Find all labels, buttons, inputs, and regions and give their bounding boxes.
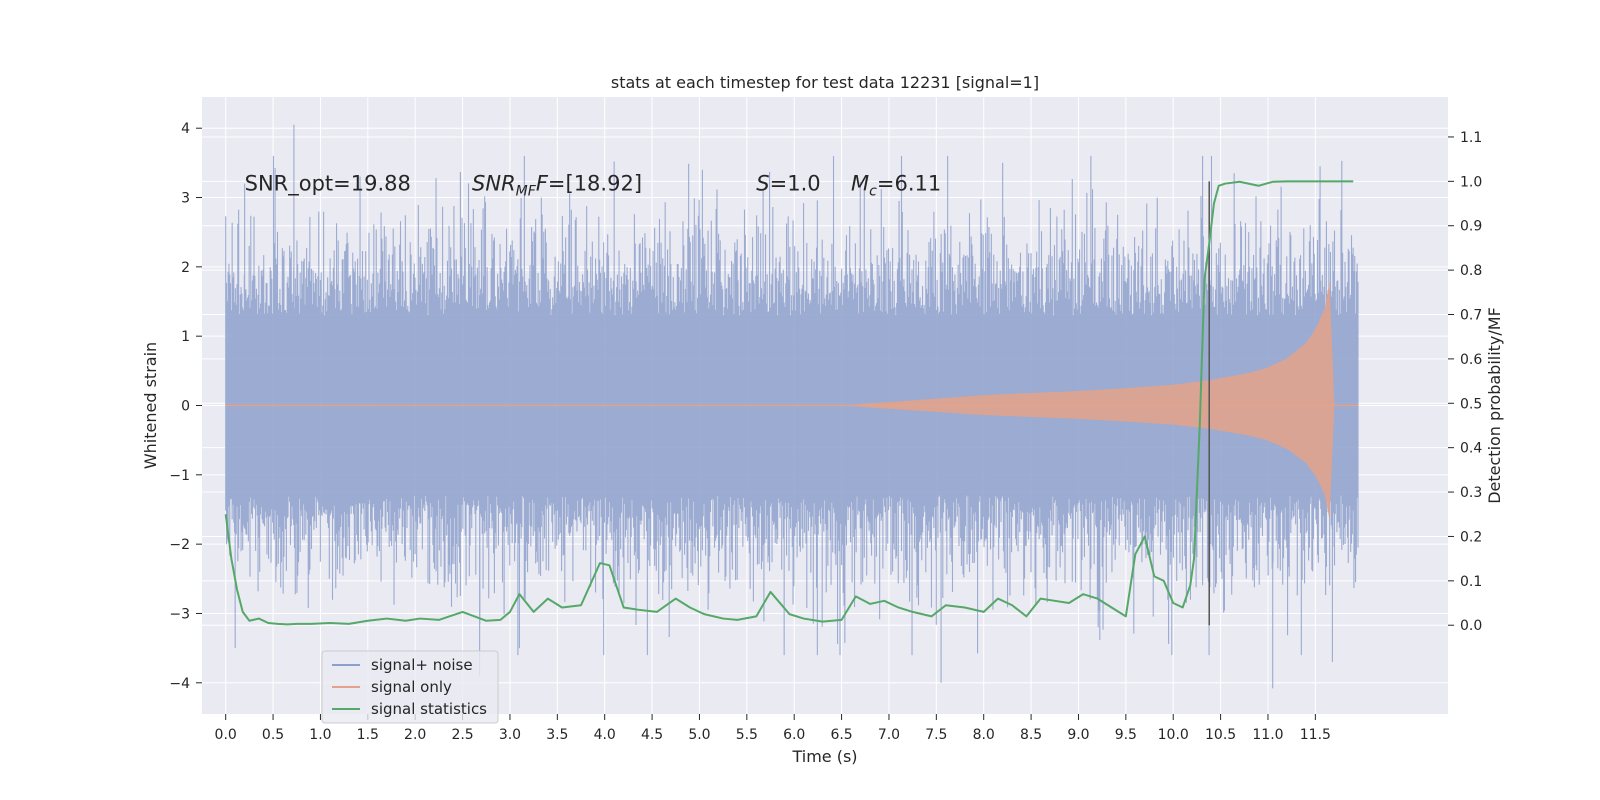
x-tick-label: 11.5 <box>1300 727 1331 743</box>
x-tick-label: 4.0 <box>594 727 616 743</box>
y2-tick-label: 0.6 <box>1460 352 1482 368</box>
x-tick-label: 1.5 <box>357 727 379 743</box>
x-tick-label: 8.0 <box>973 727 995 743</box>
y2-axis-label: Detection probability/MF <box>1485 307 1504 504</box>
legend-label-signal-statistics: signal statistics <box>371 700 487 718</box>
x-tick-label: 9.0 <box>1067 727 1089 743</box>
y2-tick-label: 1.1 <box>1460 130 1482 146</box>
axis-ticks: 0.0 0.5 1.0 1.5 2.0 2.5 3.0 3.5 4.0 4.5 5.0 5.5 6.0 6… <box>169 121 1482 743</box>
y-tick-label: −1 <box>169 468 190 484</box>
x-tick-label: 5.5 <box>736 727 758 743</box>
x-tick-label: 2.0 <box>404 727 426 743</box>
legend-label-signal-noise: signal+ noise <box>371 656 473 674</box>
annotation: S=1.0 <box>756 172 820 196</box>
annotations: SNR_opt=19.88 SNRMFF=[18.92] S=1.0 Mc=6.11 <box>245 172 942 200</box>
y2-tick-label: 0.1 <box>1460 574 1482 590</box>
annotation: Mc=6.11 <box>851 172 941 200</box>
x-tick-label: 6.0 <box>783 727 805 743</box>
y2-tick-label: 0.4 <box>1460 441 1482 457</box>
x-tick-label: 6.5 <box>830 727 852 743</box>
x-tick-label: 3.5 <box>546 727 568 743</box>
y2-tick-label: 0.3 <box>1460 485 1482 501</box>
legend: signal+ noise signal only signal statist… <box>321 650 499 724</box>
x-tick-label: 7.5 <box>925 727 947 743</box>
y2-tick-label: 0.7 <box>1460 308 1482 324</box>
signal-only-series <box>225 280 1358 521</box>
y-tick-label: 3 <box>181 191 190 207</box>
y-axis-label: Whitened strain <box>141 342 160 469</box>
x-tick-label: 3.0 <box>499 727 521 743</box>
y-tick-label: −4 <box>169 676 190 692</box>
x-tick-label: 0.0 <box>215 727 237 743</box>
x-tick-label: 11.0 <box>1252 727 1283 743</box>
x-tick-label: 9.5 <box>1115 727 1137 743</box>
y-tick-label: −2 <box>169 537 190 553</box>
x-tick-label: 10.5 <box>1205 727 1236 743</box>
annotation: SNRMFF=[18.92] <box>472 172 642 200</box>
y2-tick-label: 0.9 <box>1460 219 1482 235</box>
x-tick-label: 0.5 <box>262 727 284 743</box>
y2-tick-label: 1.0 <box>1460 174 1482 190</box>
x-tick-label: 10.0 <box>1158 727 1189 743</box>
legend-box <box>321 650 499 724</box>
annotation: SNR_opt=19.88 <box>245 172 411 197</box>
x-tick-label: 7.0 <box>878 727 900 743</box>
y-tick-label: 0 <box>181 399 190 415</box>
x-tick-label: 5.0 <box>688 727 710 743</box>
y-tick-label: 1 <box>181 329 190 345</box>
x-axis-label: Time (s) <box>791 747 857 766</box>
x-tick-label: 4.5 <box>641 727 663 743</box>
y2-tick-label: 0.5 <box>1460 396 1482 412</box>
y2-tick-label: 0.2 <box>1460 529 1482 545</box>
legend-label-signal-only: signal only <box>371 678 452 696</box>
y2-tick-label: 0.8 <box>1460 263 1482 279</box>
y-tick-label: −3 <box>169 606 190 622</box>
x-tick-label: 8.5 <box>1020 727 1042 743</box>
y-tick-label: 4 <box>181 121 190 137</box>
chart-title: stats at each timestep for test data 122… <box>611 73 1039 92</box>
signal-statistics-line <box>224 180 1354 626</box>
signal-only-envelope <box>225 280 1335 521</box>
x-tick-label: 1.0 <box>309 727 331 743</box>
y2-tick-label: 0.0 <box>1460 618 1482 634</box>
signal-statistics-series <box>224 180 1354 626</box>
y-tick-label: 2 <box>181 260 190 276</box>
x-tick-label: 2.5 <box>451 727 473 743</box>
